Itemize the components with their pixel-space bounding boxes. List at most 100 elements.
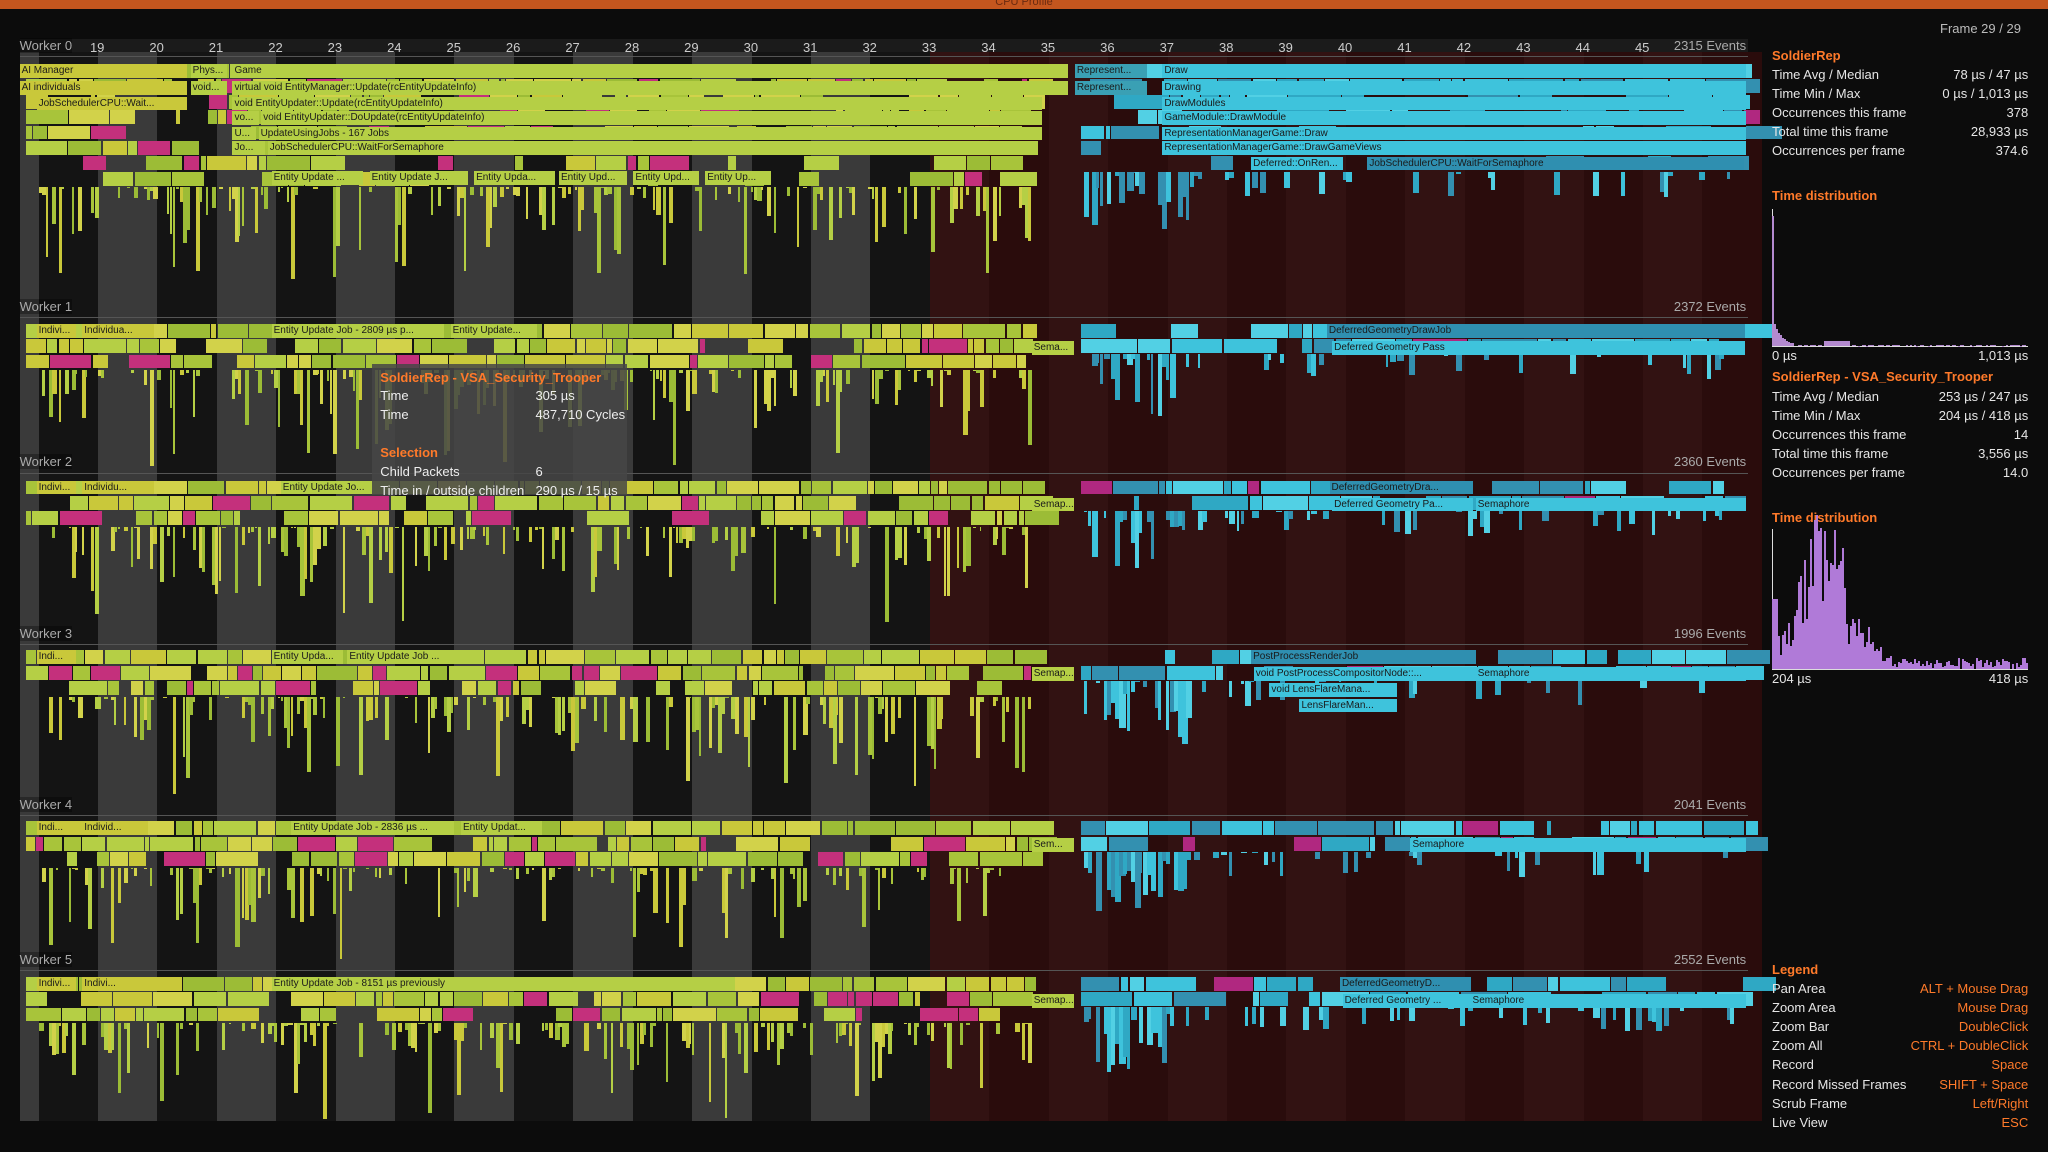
timeline-bar-label[interactable]: Sema... (1031, 340, 1074, 355)
timeline-bar (679, 370, 683, 374)
timeline-bar (816, 187, 821, 195)
timeline-bar-label[interactable]: Deferred Geometry Pass (1332, 340, 1745, 355)
timeline-bar-label[interactable]: RepresentationManagerGame::Draw (1162, 126, 1747, 141)
timeline-bar-label[interactable]: U... (232, 126, 256, 141)
timeline-bar-label[interactable]: Entity Update Job - 2836 µs ... (291, 821, 455, 836)
timeline-bar-label[interactable]: Indivi... (36, 480, 76, 495)
timeline-bar (444, 526, 448, 561)
timeline-bar-label[interactable]: DeferredGeometryDra... (1329, 480, 1474, 495)
timeline-bar-label[interactable]: Jo... (232, 141, 266, 155)
timeline-bar-label[interactable]: Represent... (1074, 80, 1147, 95)
timeline-bar-label[interactable]: Entity Update Job ... (347, 650, 472, 665)
timeline-bar-label[interactable]: Drawing (1162, 80, 1747, 95)
timeline-bar (352, 370, 355, 391)
timeline-bar (995, 526, 998, 540)
timeline-bar (708, 696, 712, 748)
timeline-bar-label[interactable]: Individ... (82, 821, 148, 836)
timeline-bar-label[interactable]: Deferred::OnRen... (1251, 156, 1343, 171)
timeline-bar-label[interactable]: Semaphore (1475, 667, 1747, 682)
timeline-bar-label[interactable]: virtual void EntityManager::Update(rcEnt… (232, 80, 1069, 95)
timeline-bar-label[interactable]: Entity Updat... (461, 821, 542, 836)
timeline-bar (744, 187, 747, 274)
timeline-bar-label[interactable]: void EntityUpdater::Update(rcEntityUpdat… (232, 96, 1043, 111)
timeline-bar-label[interactable]: Semap... (1031, 497, 1074, 512)
timeline-bar-label[interactable]: void... (190, 80, 228, 95)
timeline-bar (778, 852, 804, 866)
column-band (692, 52, 752, 1121)
timeline-bar-label[interactable]: Indi... (36, 650, 76, 665)
timeline[interactable]: 19 20 21 22 23 24 25 26 27 28 29 30 31 32 33 34 35 36 37 38… (0, 0, 1783, 1130)
timeline-bar-label[interactable]: JobSchedulerCPU::WaitForSemaphore (1367, 156, 1744, 171)
timeline-bar-label[interactable]: Entity Update Job - 2809 µs p... (271, 323, 445, 338)
timeline-bar (277, 187, 280, 192)
timeline-bar-label[interactable]: Entity Upda... (271, 650, 344, 665)
timeline-bar (310, 526, 313, 582)
timeline-bar-label[interactable]: Indivi... (82, 976, 155, 991)
histogram-bar (2012, 663, 2014, 669)
histogram-bar (1842, 340, 1844, 347)
timeline-bar-label[interactable]: Indivi... (36, 323, 76, 338)
timeline-bar (171, 141, 200, 155)
timeline-bar-label[interactable]: JobSchedulerCPU::Wait... (36, 96, 187, 111)
timeline-bar-label[interactable]: DeferredGeometryD... (1339, 976, 1471, 991)
timeline-bar-label[interactable]: GameModule::DrawModule (1162, 111, 1747, 125)
timeline-bar (914, 370, 918, 383)
timeline-bar (241, 1023, 246, 1031)
timeline-bar (1083, 680, 1088, 714)
timeline-bar-label[interactable]: Phys... (190, 63, 228, 78)
timeline-bar-label[interactable]: Semaphore (1470, 993, 1747, 1008)
timeline-bar (590, 867, 594, 877)
timeline-bar-label[interactable]: Semap... (1031, 667, 1074, 682)
timeline-bar-label[interactable]: AI individuals (19, 80, 187, 95)
timeline-bar-label[interactable]: LensFlareMan... (1299, 698, 1398, 713)
timeline-bar-label[interactable]: Semaphore (1475, 497, 1747, 512)
timeline-bar-label[interactable]: Individu... (82, 480, 155, 495)
timeline-bar (613, 187, 619, 250)
timeline-bar (767, 1023, 770, 1051)
timeline-bar (1254, 976, 1266, 991)
timeline-bar-label[interactable]: Deferred Geometry Pa... (1332, 497, 1474, 512)
timeline-bar-label[interactable]: Entity Up... (705, 171, 771, 185)
timeline-bar-label[interactable]: Entity Update Job - 8151 µs previously (271, 976, 736, 991)
timeline-bar-label[interactable]: Entity Update Jo... (280, 480, 373, 495)
timeline-bar (976, 370, 981, 374)
timeline-bar (1028, 1023, 1033, 1064)
timeline-bar-label[interactable]: Deferred Geometry ... (1342, 993, 1471, 1008)
timeline-bar-label[interactable]: UpdateUsingJobs - 167 Jobs (258, 126, 1043, 141)
timeline-bar-label[interactable]: JobSchedulerCPU::WaitForSemaphore (267, 141, 1039, 155)
timeline-bar-label[interactable]: Entity Update J... (369, 171, 468, 185)
timeline-bar (824, 665, 834, 680)
timeline-bar (1389, 354, 1396, 362)
timeline-bar-label[interactable]: Semap... (1031, 993, 1074, 1008)
timeline-bar-label[interactable]: Indi... (36, 821, 76, 836)
timeline-bar-label[interactable]: Sem... (1031, 838, 1074, 853)
timeline-bar-label[interactable]: void LensFlareMana... (1269, 683, 1398, 697)
timeline-bar (508, 992, 523, 1006)
timeline-bar-label[interactable]: Entity Upda... (474, 171, 556, 185)
timeline-bar-label[interactable]: RepresentationManagerGame::DrawGameViews (1162, 141, 1747, 155)
timeline-bar-label[interactable]: Semaphore (1410, 838, 1747, 853)
timeline-bar-label[interactable]: Game (232, 63, 1069, 78)
timeline-bar (113, 992, 153, 1006)
timeline-bar-label[interactable]: PostProcessRenderJob (1251, 650, 1476, 665)
timeline-bar-label[interactable]: DeferredGeometryDrawJob (1326, 323, 1745, 338)
timeline-bar (1193, 171, 1200, 176)
timeline-bar-label[interactable]: void EntityUpdater::DoUpdate(rcEntityUpd… (261, 111, 1043, 125)
timeline-bar-label[interactable]: Entity Update... (450, 323, 537, 338)
timeline-bar-label[interactable]: Entity Upd... (558, 171, 627, 185)
timeline-bar-label[interactable]: Individua... (82, 323, 155, 338)
timeline-bar (1025, 187, 1028, 239)
timeline-bar-label[interactable]: Represent... (1074, 63, 1147, 78)
timeline-bar-label[interactable]: Entity Upd... (633, 171, 699, 185)
timeline-bar (378, 511, 390, 526)
timeline-bar-label[interactable]: void PostProcessCompositorNode::... (1253, 667, 1476, 682)
timeline-bar-label[interactable]: Indivi... (36, 976, 76, 991)
timeline-bar (1115, 354, 1120, 400)
timeline-bar-label[interactable]: Entity Update ... (271, 171, 364, 185)
timeline-bar-label[interactable]: vo... (232, 111, 259, 125)
timeline-bar-label[interactable]: DrawModules (1162, 96, 1747, 111)
histogram-bar (1814, 345, 1816, 347)
timeline-bar-label[interactable]: AI Manager (19, 63, 187, 78)
timeline-bar (159, 1023, 164, 1101)
timeline-bar-label[interactable]: Draw (1162, 63, 1747, 78)
